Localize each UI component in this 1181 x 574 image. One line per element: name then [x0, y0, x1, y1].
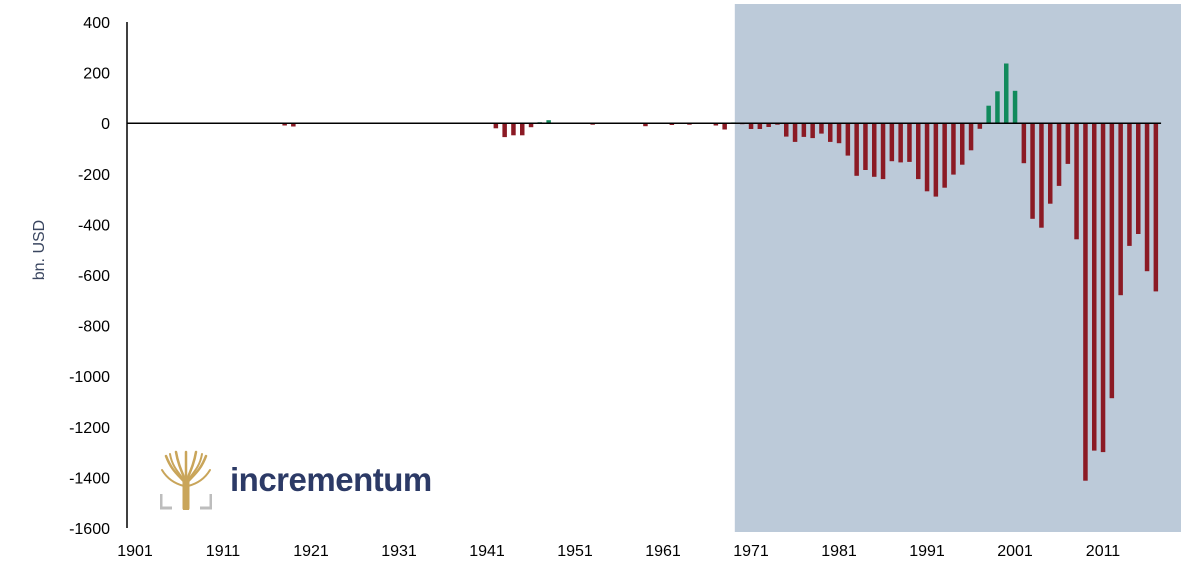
bar-1996	[968, 123, 974, 151]
x-tick-label: 1961	[645, 543, 681, 560]
bar-1998	[986, 105, 991, 124]
bars-group	[282, 63, 1159, 481]
bar-2006	[1056, 123, 1062, 186]
bar-2010	[1092, 123, 1097, 451]
y-tick-label: -400	[78, 217, 110, 234]
bar-2016	[1144, 123, 1150, 272]
bar-1975	[784, 123, 789, 137]
y-tick-label: -1000	[69, 369, 110, 386]
x-tick-label: 2001	[997, 543, 1033, 560]
bar-1993	[942, 123, 947, 188]
x-tick-label: 1971	[733, 543, 769, 560]
bar-2005	[1048, 123, 1053, 204]
bar-1985	[872, 123, 877, 177]
bar-1988	[898, 123, 903, 163]
y-tick-labels: 400 200 0 -200 -400 -600 -800 -1000 -1200 -1400 -1…	[69, 15, 110, 538]
bar-2011	[1100, 123, 1106, 453]
bar-1994	[951, 123, 956, 175]
bar-1989	[907, 123, 912, 162]
bar-1997	[977, 123, 983, 129]
bar-1968	[722, 123, 727, 130]
bar-1979	[819, 123, 824, 134]
bar-1972	[757, 123, 763, 129]
bar-1943	[502, 123, 507, 138]
x-tick-label: 1941	[469, 543, 505, 560]
y-tick-label: 200	[83, 66, 110, 83]
bar-2013	[1118, 123, 1123, 296]
bar-1987	[889, 123, 895, 162]
bar-1918	[282, 123, 287, 126]
y-tick-label: -1200	[69, 420, 110, 437]
bar-1999	[995, 91, 1000, 124]
bar-1945	[520, 123, 525, 136]
bar-1986	[880, 123, 886, 180]
bar-1983	[854, 123, 859, 176]
bar-2002	[1021, 123, 1027, 164]
bar-1959	[643, 123, 648, 127]
bar-1967	[713, 123, 719, 126]
x-tick-label: 1991	[909, 543, 945, 560]
bar-2003	[1030, 123, 1035, 219]
bar-2008	[1074, 123, 1079, 240]
x-tick-label: 1901	[117, 543, 153, 560]
bar-2015	[1136, 123, 1141, 234]
bar-1984	[863, 123, 868, 170]
bar-1981	[836, 123, 842, 144]
bar-1995	[960, 123, 965, 165]
bar-1976	[792, 123, 798, 142]
bar-1946	[528, 123, 534, 128]
bar-1978	[810, 123, 815, 139]
bar-1944	[511, 123, 516, 136]
shaded-region	[734, 4, 1181, 532]
bar-1948	[546, 120, 551, 124]
x-tick-label: 1981	[821, 543, 857, 560]
bar-2014	[1127, 123, 1132, 246]
bar-2000	[1004, 63, 1009, 124]
bar-1962	[669, 123, 675, 125]
bar-1971	[748, 123, 754, 129]
bar-2012	[1109, 123, 1115, 399]
y-axis-label: bn. USD	[31, 220, 48, 280]
bar-1992	[933, 123, 939, 197]
y-tick-label: -1400	[69, 470, 110, 487]
y-tick-label: -1600	[69, 521, 110, 538]
bar-2004	[1039, 123, 1044, 228]
bar-2009	[1083, 123, 1088, 481]
incrementum-logo: incrementum	[160, 450, 432, 510]
x-tick-label: 1931	[381, 543, 417, 560]
x-tick-label: 1951	[557, 543, 593, 560]
x-tick-label: 1921	[293, 543, 329, 560]
bar-1919	[291, 123, 296, 127]
bar-1982	[845, 123, 851, 156]
logo-text: incrementum	[230, 461, 432, 498]
bar-1973	[766, 123, 771, 127]
bar-1977	[801, 123, 807, 137]
x-tick-label: 1911	[206, 543, 241, 560]
y-tick-label: -800	[78, 319, 110, 336]
bar-1942	[493, 123, 499, 129]
bar-1980	[828, 123, 833, 142]
y-tick-label: -200	[78, 167, 110, 184]
y-tick-label: -600	[78, 268, 110, 285]
bar-2007	[1065, 123, 1071, 164]
bar-1990	[916, 123, 921, 180]
tree-icon	[160, 450, 212, 510]
bar-2001	[1012, 90, 1018, 124]
y-tick-label: 0	[101, 116, 110, 133]
bar-2017	[1153, 123, 1159, 292]
bar-1991	[924, 123, 930, 192]
x-tick-label: 2011	[1086, 543, 1121, 560]
y-tick-label: 400	[83, 15, 110, 32]
x-tick-labels: 1901 1911 1921 1931 1941 1951 1961 1971 1981 1991…	[117, 543, 1120, 560]
